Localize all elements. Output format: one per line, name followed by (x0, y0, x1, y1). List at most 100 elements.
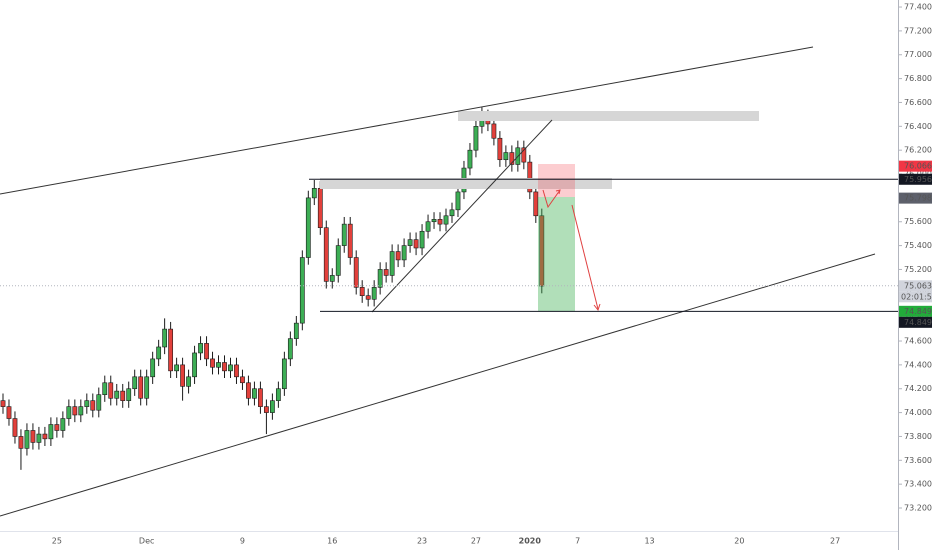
candle-body (84, 400, 90, 407)
price-label: 75.798 (904, 194, 932, 203)
stop-zone (538, 164, 575, 197)
candle-body (222, 362, 227, 372)
x-tick-label: Dec (139, 537, 154, 546)
candle-body (395, 251, 401, 261)
candle-body (521, 147, 527, 163)
x-tick-label: 27 (471, 537, 481, 546)
candle-body (78, 406, 84, 416)
candle-body (533, 191, 539, 217)
candle-body (246, 382, 251, 399)
candle-body (252, 388, 257, 399)
y-tick-label: 76.400 (904, 122, 932, 131)
candle-body (228, 364, 233, 372)
arrow-head (593, 303, 601, 312)
y-tick-label: 76.800 (904, 74, 932, 83)
x-tick-label: 25 (52, 537, 62, 546)
x-tick-label: 7 (575, 537, 580, 546)
candle-body (132, 376, 138, 390)
candle-body (0, 400, 6, 407)
candle-body (281, 358, 287, 390)
candle-body (359, 287, 365, 296)
x-tick-label: 23 (417, 537, 427, 546)
candle-body (234, 364, 239, 378)
candle-body (144, 376, 150, 399)
candle-body (102, 382, 108, 395)
candle-body (180, 364, 185, 387)
y-tick-label: 77.400 (904, 3, 932, 12)
candle-body (317, 188, 323, 229)
candle-body (24, 430, 30, 449)
candle-body (6, 406, 12, 419)
price-label-box (899, 316, 932, 328)
candle-body (18, 436, 24, 449)
candle-body (42, 433, 48, 440)
candle-body (377, 269, 383, 288)
candle-body (54, 424, 60, 431)
y-tick-label: 74.400 (904, 360, 932, 369)
target-zone (538, 197, 575, 311)
x-tick-label: 27 (830, 537, 840, 546)
candle-body (437, 219, 443, 225)
y-tick-label: 76.200 (904, 146, 932, 155)
candle-body (12, 418, 18, 437)
candle-body (293, 322, 299, 339)
candle-body (72, 406, 78, 416)
trend-line (371, 119, 553, 313)
price-label: 74.849 (904, 318, 932, 327)
candle-body (216, 362, 221, 368)
countdown-box (899, 291, 932, 303)
x-tick-label: 2020 (519, 537, 542, 546)
candle-body (150, 358, 156, 378)
candle-body (425, 221, 431, 232)
x-tick-label: 13 (644, 537, 654, 546)
candle-body (138, 376, 144, 399)
candle-body (60, 418, 66, 431)
candle-body (329, 275, 335, 282)
candle-body (389, 251, 395, 276)
price-label-box (899, 192, 932, 204)
price-label: 76.066 (904, 162, 932, 171)
candle-body (539, 215, 545, 287)
price-label: 74.849 (904, 307, 932, 316)
y-tick-label: 76.600 (904, 98, 932, 107)
candle-body (287, 338, 293, 360)
candle-body (126, 388, 132, 401)
y-tick-label: 73.400 (904, 480, 932, 489)
candle-body (341, 223, 347, 246)
candle-body (198, 343, 203, 354)
candle-body (419, 230, 425, 249)
candle-body (156, 346, 162, 360)
candle-body (383, 269, 389, 276)
candle-body (90, 400, 96, 411)
candle-body (311, 188, 317, 199)
candle-body (258, 388, 263, 407)
candle-body (413, 239, 419, 249)
channel-line (0, 253, 876, 517)
candle-body (96, 394, 102, 411)
y-tick-label: 74.600 (904, 337, 932, 346)
y-tick-label: 74.000 (904, 408, 932, 417)
candle-body (407, 239, 413, 246)
candle-body (467, 149, 473, 169)
candle-body (335, 245, 341, 276)
candle-body (473, 126, 479, 151)
y-tick-label: 75.600 (904, 217, 932, 226)
candle-body (401, 245, 407, 261)
candle-body (66, 406, 72, 419)
countdown: 02:01:51 (901, 292, 932, 301)
candle-body (443, 215, 449, 225)
candle-body (108, 382, 114, 399)
candle-body (114, 390, 120, 399)
y-tick-label: 73.600 (904, 456, 932, 465)
y-tick-label: 77.200 (904, 26, 932, 35)
candle-body (240, 376, 245, 384)
candle-body (30, 430, 36, 443)
drawings (0, 46, 876, 517)
candle-body (192, 352, 197, 378)
candle-body (371, 287, 377, 300)
y-tick-label: 75.200 (904, 265, 932, 274)
candle-body (431, 219, 437, 223)
candles (0, 107, 545, 470)
price-label: 75.063 (904, 281, 932, 290)
